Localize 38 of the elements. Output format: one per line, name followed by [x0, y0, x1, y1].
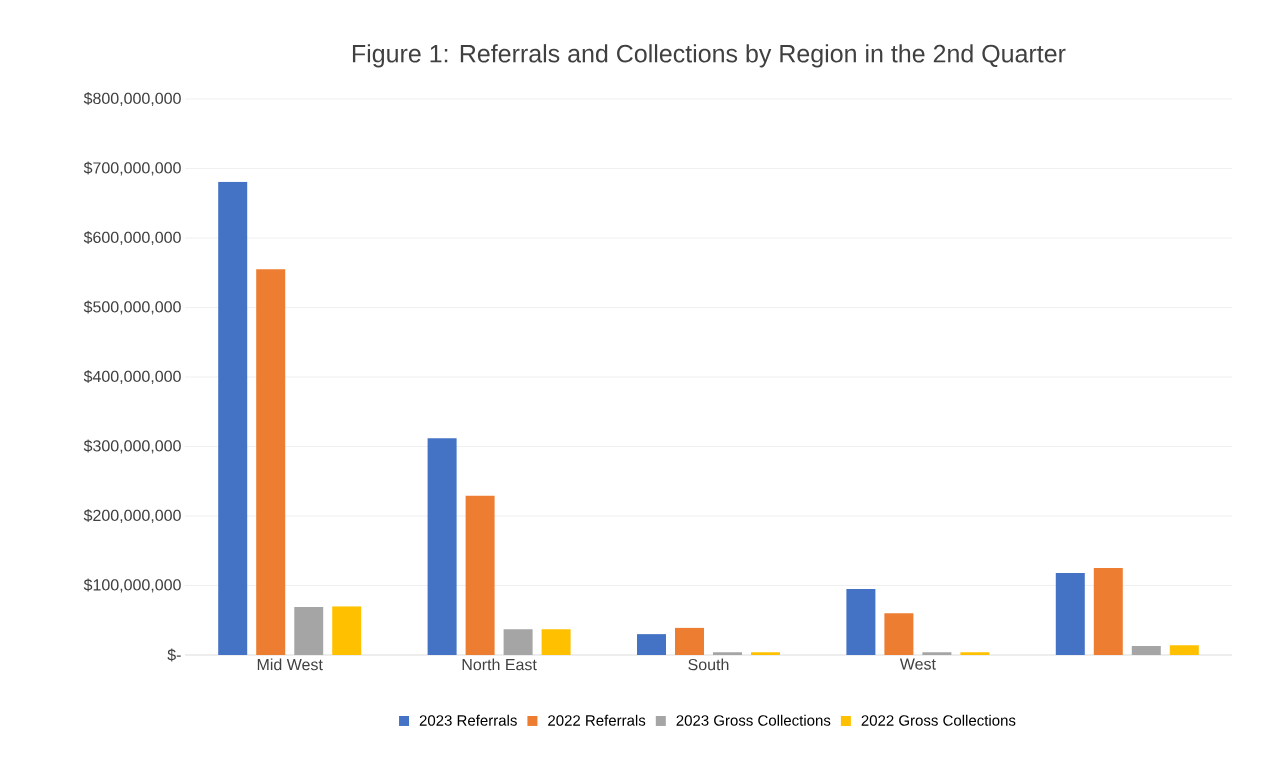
y-tick-label: $100,000,000	[83, 578, 181, 593]
bar	[256, 269, 286, 655]
chart-title: Figure 1: Referrals and Collections by Region in the 2nd Quarter	[352, 44, 1066, 68]
bar	[1055, 572, 1085, 655]
x-tick-label: Mid West	[257, 658, 323, 671]
bar	[751, 652, 780, 655]
bar	[713, 652, 742, 655]
bar	[922, 652, 952, 655]
y-tick-label: $600,000,000	[83, 231, 181, 245]
bar	[960, 652, 990, 655]
x-tick-label: North East	[462, 658, 537, 671]
bar	[427, 438, 457, 655]
y-tick-label: $-	[167, 648, 181, 662]
y-tick-label: $300,000,000	[83, 439, 181, 454]
bar	[541, 629, 571, 655]
y-tick-label: $500,000,000	[83, 300, 181, 315]
bar	[675, 627, 704, 655]
bar	[846, 588, 876, 655]
x-tick-label: West	[899, 658, 936, 670]
y-tick-label: $700,000,000	[83, 161, 181, 176]
legend-label: 2023 Referrals	[419, 714, 517, 726]
bar	[637, 634, 666, 655]
bar	[465, 495, 495, 655]
y-tick-label: $400,000,000	[83, 370, 181, 384]
bar	[1169, 645, 1199, 655]
bar	[503, 629, 533, 655]
y-tick-label: $200,000,000	[83, 509, 181, 523]
legend-label: 2023 Gross Collections	[676, 714, 831, 726]
bar	[1131, 645, 1161, 655]
x-tick-label: South	[688, 658, 729, 671]
legend-label: 2022 Gross Collections	[861, 714, 1016, 726]
bar	[332, 606, 362, 655]
y-tick-label: $800,000,000	[83, 92, 181, 106]
bar	[884, 613, 914, 655]
legend-label: 2022 Referrals	[548, 714, 646, 726]
bar	[1093, 568, 1123, 655]
bar	[294, 607, 324, 655]
bar	[218, 181, 248, 655]
